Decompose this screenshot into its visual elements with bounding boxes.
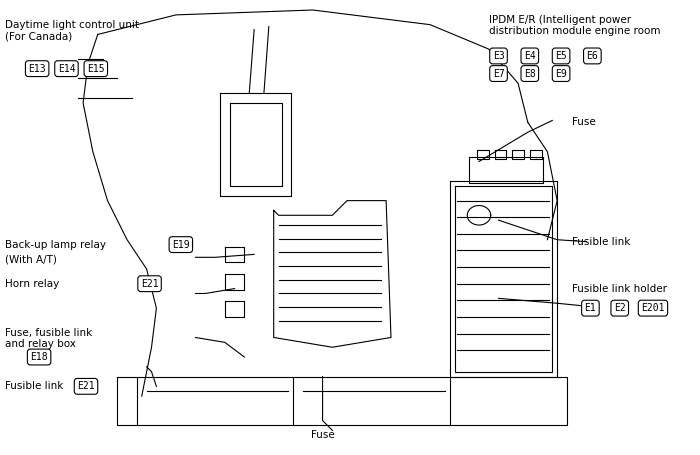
Text: (With A/T): (With A/T) <box>5 254 57 264</box>
Text: Fuse, fusible link
and relay box: Fuse, fusible link and relay box <box>5 328 92 349</box>
Text: E14: E14 <box>57 64 76 74</box>
Text: E21: E21 <box>77 381 94 391</box>
Text: Fusible link: Fusible link <box>5 381 63 391</box>
Text: E6: E6 <box>587 51 598 61</box>
Text: E4: E4 <box>524 51 536 61</box>
Text: E21: E21 <box>141 279 158 289</box>
Text: E15: E15 <box>87 64 104 74</box>
Text: E19: E19 <box>172 240 190 250</box>
Text: E2: E2 <box>614 303 626 313</box>
Text: E1: E1 <box>584 303 596 313</box>
Text: E5: E5 <box>555 51 567 61</box>
Text: Horn relay: Horn relay <box>5 279 59 289</box>
Text: E9: E9 <box>555 69 567 79</box>
Text: E8: E8 <box>524 69 536 79</box>
Text: Fuse: Fuse <box>311 430 335 440</box>
Text: E13: E13 <box>28 64 46 74</box>
Text: Daytime light control unit
(For Canada): Daytime light control unit (For Canada) <box>5 20 139 41</box>
Text: Fusible link: Fusible link <box>572 237 630 247</box>
Text: E18: E18 <box>30 352 48 362</box>
Text: E201: E201 <box>641 303 665 313</box>
Text: E3: E3 <box>493 51 505 61</box>
Text: Fusible link holder: Fusible link holder <box>572 283 667 293</box>
Text: IPDM E/R (Intelligent power
distribution module engine room: IPDM E/R (Intelligent power distribution… <box>489 15 660 36</box>
Text: Fuse: Fuse <box>572 117 596 127</box>
Text: Back-up lamp relay: Back-up lamp relay <box>5 240 106 250</box>
Text: E7: E7 <box>493 69 505 79</box>
